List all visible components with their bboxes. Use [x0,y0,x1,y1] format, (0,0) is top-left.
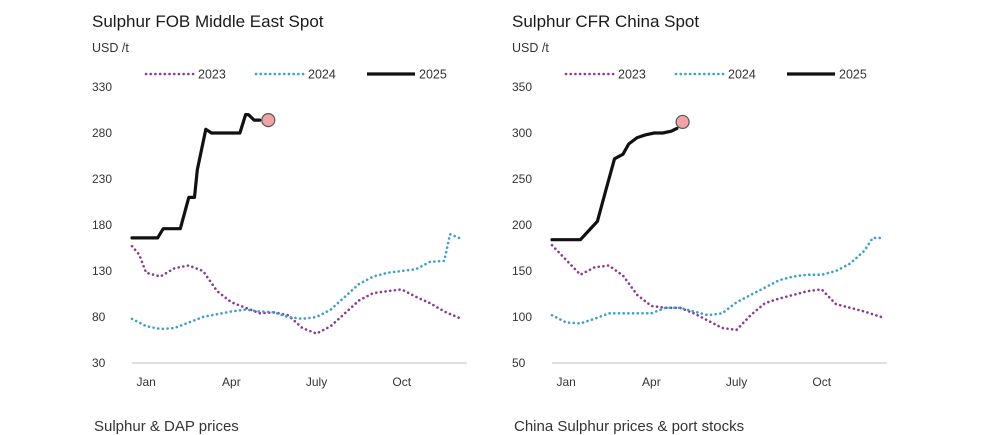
legend-label: 2024 [308,68,336,82]
y-tick-label: 130 [92,264,112,278]
y-tick-label: 250 [512,172,532,186]
y-tick-label: 150 [512,264,532,278]
line-chart-cfr-china: 50 100 150 200 250 300 350 Jan Apr July Oct 2023 202… [512,68,887,389]
y-tick-label: 50 [512,356,526,370]
x-tick-label: Apr [642,375,661,389]
y-tick-label: 300 [512,126,532,140]
legend-label: 2023 [198,68,226,82]
series-line-2025 [550,126,679,242]
legend-label: 2025 [419,68,447,82]
next-chart-title: Sulphur & DAP prices [94,418,239,435]
y-axis-unit: USD /t [512,41,549,55]
y-tick-label: 280 [92,126,112,140]
y-tick-label: 200 [512,218,532,232]
y-tick-label: 180 [92,218,112,232]
series-line-2025 [130,112,262,240]
next-chart-title: China Sulphur prices & port stocks [514,418,745,435]
legend-label: 2025 [839,68,867,82]
x-tick-label: Jan [557,375,576,389]
chart-panel-fob-middle-east: Sulphur FOB Middle East Spot USD /t 30 80… [92,0,512,400]
x-tick-label: Oct [392,375,411,389]
chart-title: Sulphur FOB Middle East Spot [92,12,324,31]
legend-label: 2023 [618,68,646,82]
y-tick-label: 30 [92,356,106,370]
series-line-2023 [550,243,883,332]
latest-value-marker [261,113,276,128]
legend-label: 2024 [728,68,756,82]
y-tick-label: 100 [512,310,532,324]
chart-title: Sulphur CFR China Spot [512,12,700,31]
series-line-2023 [130,244,463,335]
y-tick-label: 230 [92,172,112,186]
x-tick-label: Jan [137,375,156,389]
x-tick-label: Oct [812,375,831,389]
series-line-2024 [130,232,463,331]
x-tick-label: July [726,375,747,389]
y-tick-label: 350 [512,80,532,94]
series-line-2024 [550,236,883,325]
x-tick-label: July [306,375,327,389]
x-tick-label: Apr [222,375,241,389]
y-tick-label: 80 [92,310,106,324]
chart-panel-cfr-china: Sulphur CFR China Spot USD /t 50 100 150 20… [512,0,932,400]
y-tick-label: 330 [92,80,112,94]
latest-value-marker [675,114,690,130]
line-chart-fob-middle-east: 30 80 130 180 230 280 330 Jan Apr July Oct 2023 2024… [92,68,467,389]
y-axis-unit: USD /t [92,41,129,55]
